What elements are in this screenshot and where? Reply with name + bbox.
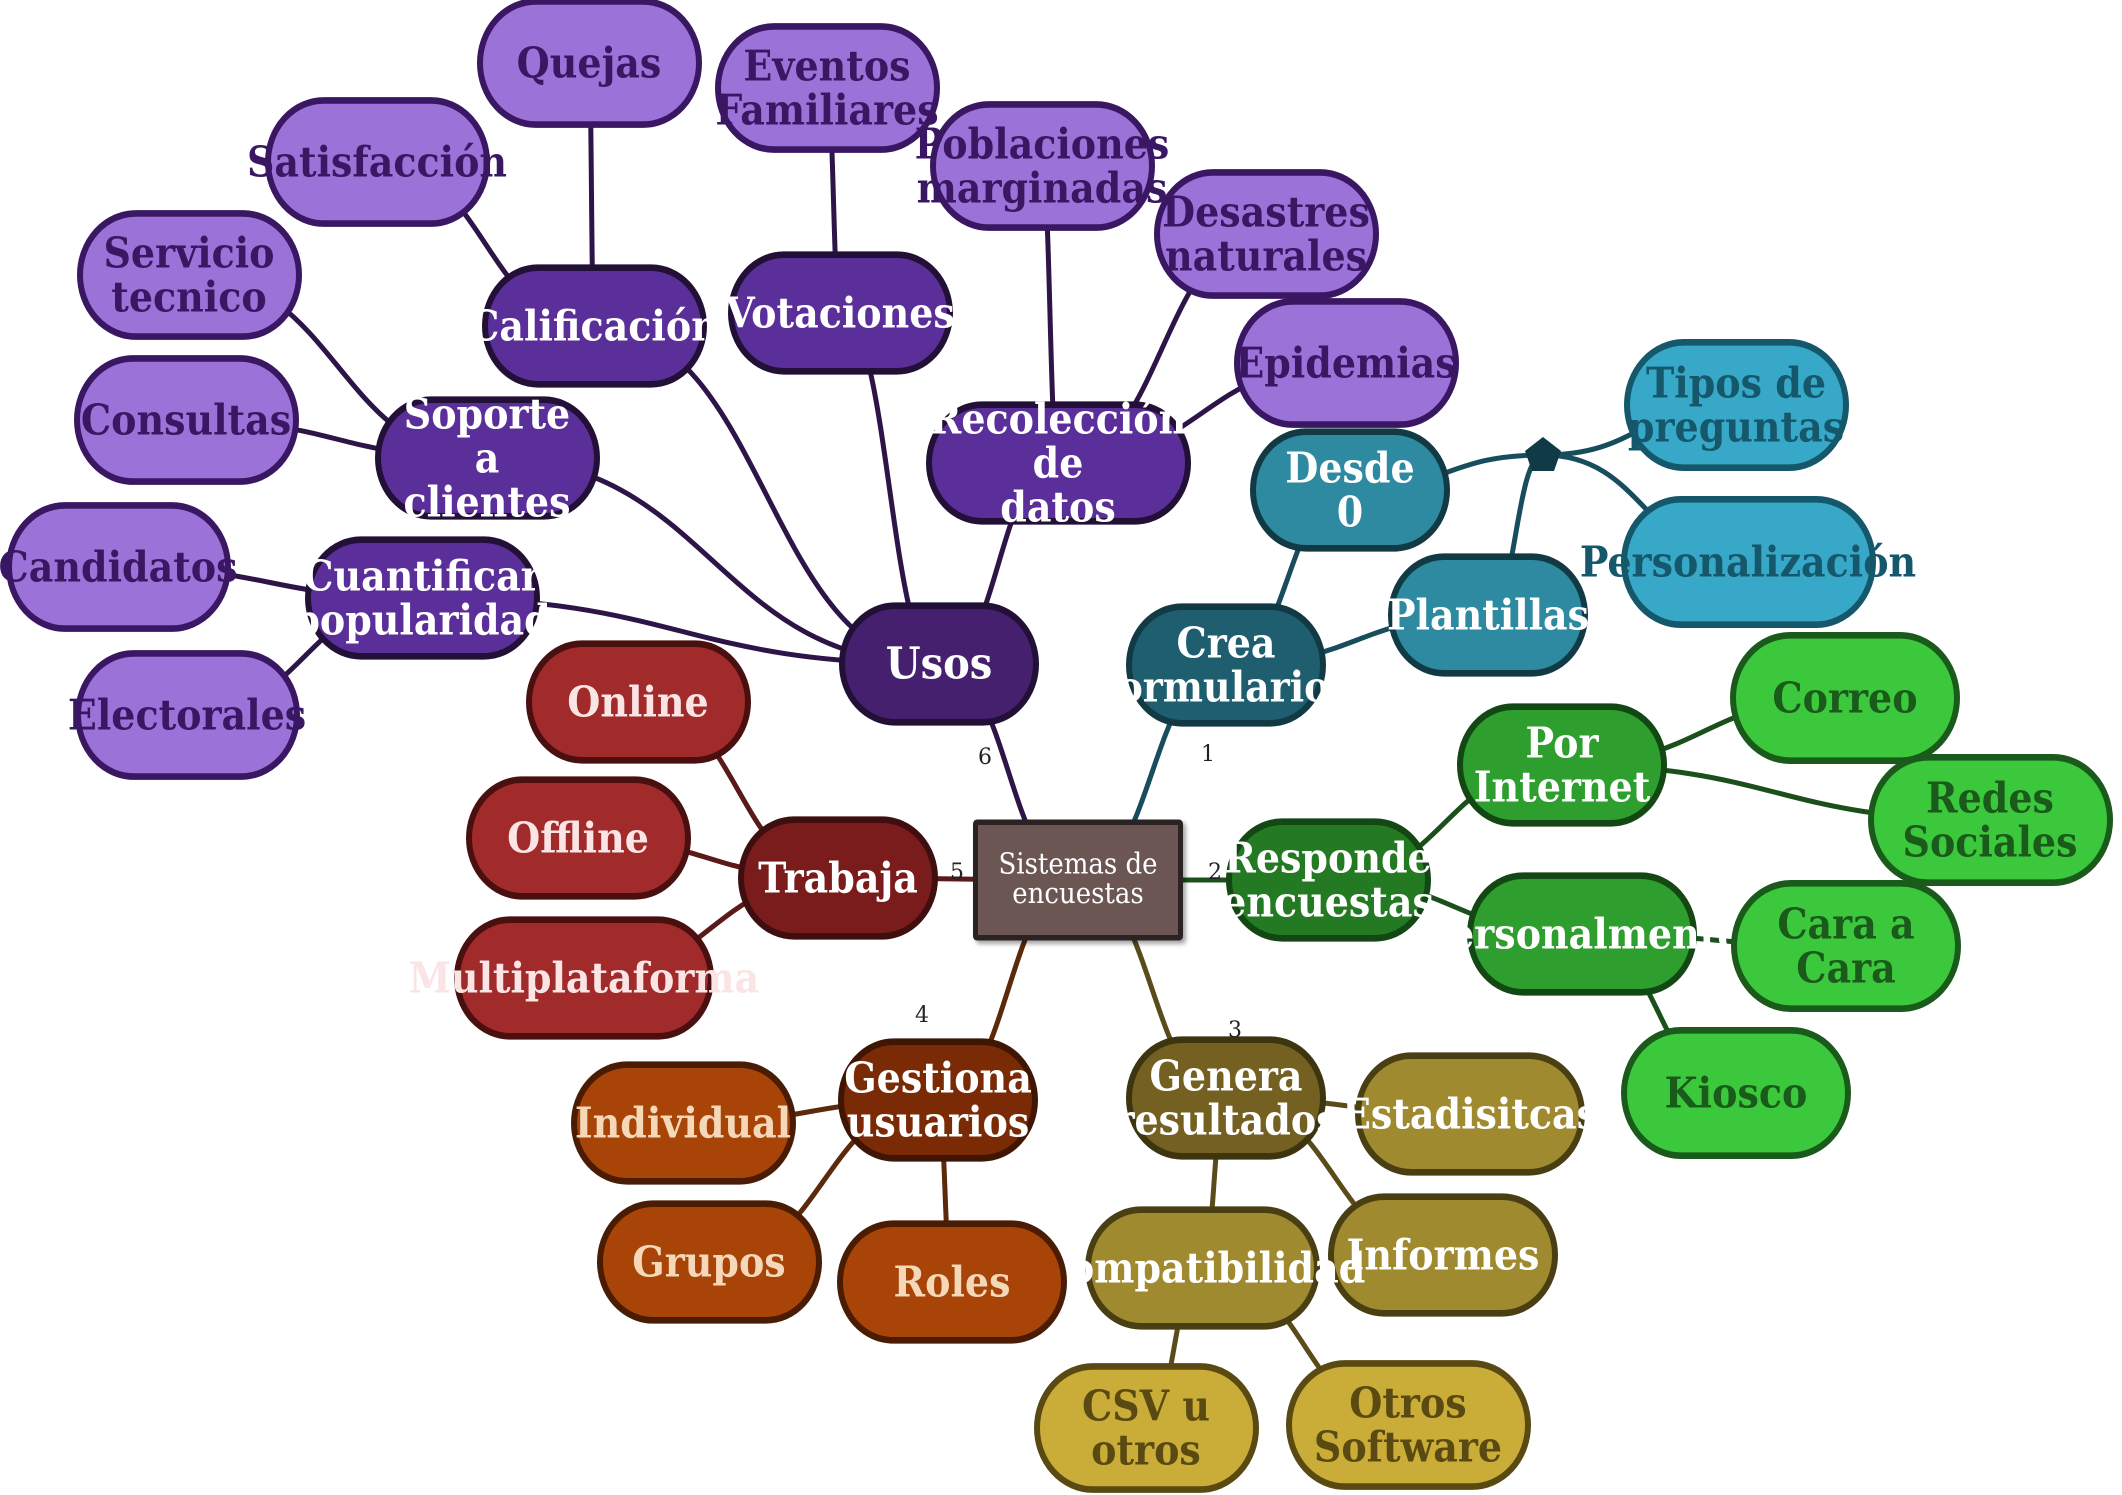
node-roles[interactable]: Roles bbox=[837, 1220, 1067, 1344]
node-label: Cuantificar popularidad bbox=[293, 550, 551, 645]
node-eventos[interactable]: Eventos Familiares bbox=[714, 23, 940, 153]
node-label: Personalmente bbox=[1422, 908, 1742, 959]
node-plantillas[interactable]: Plantillas bbox=[1386, 553, 1590, 677]
node-redes[interactable]: Redes Sociales bbox=[1867, 754, 2113, 886]
node-label: Individual bbox=[574, 1097, 792, 1148]
node-label: Tipos de preguntas bbox=[1627, 357, 1845, 452]
node-label: Recolección de datos bbox=[929, 393, 1187, 532]
hub-marker-icon bbox=[1525, 437, 1561, 471]
node-offline[interactable]: Offline bbox=[465, 776, 691, 900]
node-internet[interactable]: Por Internet bbox=[1457, 703, 1667, 827]
node-grupos[interactable]: Grupos bbox=[596, 1200, 822, 1324]
node-label: Electorales bbox=[67, 689, 307, 740]
node-otros[interactable]: Otros Software bbox=[1285, 1360, 1531, 1490]
node-label: Soporte a clientes bbox=[403, 388, 571, 527]
branch-number: 4 bbox=[915, 1003, 929, 1028]
branch-number: 2 bbox=[1208, 860, 1222, 885]
node-correo[interactable]: Correo bbox=[1730, 632, 1960, 764]
node-label: Genera resultados bbox=[1114, 1050, 1338, 1145]
node-estad[interactable]: Estadisitcas bbox=[1342, 1052, 1598, 1176]
node-label: Desde 0 bbox=[1285, 442, 1415, 537]
node-label: Estadisitcas bbox=[1341, 1088, 1599, 1139]
node-label: Consultas bbox=[80, 394, 292, 445]
node-desde[interactable]: Desde 0 bbox=[1250, 428, 1450, 552]
node-gestiona[interactable]: Gestiona usuarios bbox=[838, 1038, 1038, 1162]
node-label: Correo bbox=[1772, 672, 1918, 723]
node-label: Eventos Familiares bbox=[715, 40, 939, 135]
node-label: Redes Sociales bbox=[1902, 772, 2078, 867]
branch-number: 1 bbox=[1201, 742, 1215, 767]
node-tipos[interactable]: Tipos de preguntas bbox=[1623, 339, 1849, 471]
node-root[interactable]: Sistemas de encuestas bbox=[973, 819, 1183, 941]
node-label: Gestiona usuarios bbox=[844, 1052, 1032, 1147]
node-kiosco[interactable]: Kiosco bbox=[1621, 1027, 1851, 1159]
node-label: Usos bbox=[885, 637, 993, 690]
node-label: Desastres naturales bbox=[1162, 186, 1370, 281]
node-servicio[interactable]: Servicio tecnico bbox=[76, 210, 302, 340]
node-label: Calificación bbox=[469, 300, 719, 351]
branch-number: 5 bbox=[950, 860, 964, 885]
node-label: Por Internet bbox=[1473, 717, 1651, 812]
node-label: Quejas bbox=[516, 37, 662, 88]
node-cuantificar[interactable]: Cuantificar popularidad bbox=[293, 536, 551, 660]
node-personal[interactable]: Personalización bbox=[1580, 496, 1916, 628]
node-label: Informes bbox=[1346, 1229, 1540, 1280]
node-label: Multiplataforma bbox=[408, 952, 760, 1003]
node-satisf[interactable]: Satisfacción bbox=[247, 97, 507, 227]
node-label: Crea formularios bbox=[1101, 617, 1351, 712]
node-label: Plantillas bbox=[1386, 589, 1590, 640]
node-quejas[interactable]: Quejas bbox=[476, 0, 702, 128]
node-poblaciones[interactable]: Poblaciones marginadas bbox=[915, 101, 1169, 231]
node-soporte[interactable]: Soporte a clientes bbox=[374, 392, 600, 523]
node-electorales[interactable]: Electorales bbox=[68, 650, 306, 780]
node-votaciones[interactable]: Votaciones bbox=[725, 251, 955, 375]
node-individual[interactable]: Individual bbox=[570, 1061, 796, 1185]
node-usos[interactable]: Usos bbox=[839, 602, 1039, 726]
node-multi[interactable]: Multiplataforma bbox=[409, 916, 759, 1040]
node-label: Epidemias bbox=[1235, 337, 1457, 388]
node-genera[interactable]: Genera resultados bbox=[1114, 1036, 1338, 1160]
node-label: Trabaja bbox=[758, 852, 918, 903]
node-label: Roles bbox=[893, 1256, 1011, 1307]
node-label: Personalización bbox=[1579, 536, 1917, 587]
node-recoleccion[interactable]: Recolección de datos bbox=[925, 397, 1191, 528]
node-label: Grupos bbox=[632, 1236, 786, 1287]
node-label: Sistemas de encuestas bbox=[998, 847, 1158, 911]
node-csv[interactable]: CSV u otros bbox=[1033, 1363, 1259, 1493]
node-label: Otros Software bbox=[1313, 1377, 1503, 1472]
node-label: Candidatos bbox=[0, 541, 238, 592]
node-consultas[interactable]: Consultas bbox=[73, 355, 299, 485]
node-crea[interactable]: Crea formularios bbox=[1101, 603, 1351, 727]
branch-number: 6 bbox=[978, 745, 992, 770]
node-label: Online bbox=[567, 676, 709, 727]
node-informes[interactable]: Informes bbox=[1328, 1193, 1558, 1317]
node-label: Satisfacción bbox=[246, 136, 508, 187]
node-label: CSV u otros bbox=[1081, 1380, 1211, 1475]
node-label: Poblaciones marginadas bbox=[914, 118, 1170, 213]
node-label: Cara a Cara bbox=[1777, 898, 1915, 993]
node-candidatos[interactable]: Candidatos bbox=[0, 502, 238, 632]
node-label: Kiosco bbox=[1664, 1067, 1808, 1118]
node-desastres[interactable]: Desastres naturales bbox=[1153, 169, 1379, 299]
node-label: Responde encuestas bbox=[1222, 832, 1434, 927]
node-label: Votaciones bbox=[725, 287, 955, 338]
node-responde[interactable]: Responde encuestas bbox=[1222, 818, 1434, 942]
node-compat[interactable]: Compatibilidad bbox=[1039, 1206, 1365, 1330]
node-label: Offline bbox=[507, 812, 649, 863]
node-label: Compatibilidad bbox=[1038, 1242, 1366, 1293]
node-trabaja[interactable]: Trabaja bbox=[738, 816, 938, 940]
node-online[interactable]: Online bbox=[525, 640, 751, 764]
node-label: Servicio tecnico bbox=[103, 227, 275, 322]
node-personalmente[interactable]: Personalmente bbox=[1423, 872, 1741, 996]
branch-number: 3 bbox=[1228, 1018, 1242, 1043]
node-epidemias[interactable]: Epidemias bbox=[1233, 298, 1459, 428]
node-cara[interactable]: Cara a Cara bbox=[1731, 880, 1961, 1012]
node-calif[interactable]: Calificación bbox=[469, 264, 719, 388]
